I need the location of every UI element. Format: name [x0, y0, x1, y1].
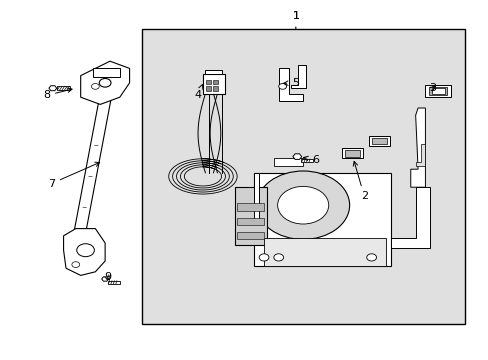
Polygon shape: [49, 86, 57, 91]
Circle shape: [256, 171, 349, 239]
Circle shape: [278, 84, 286, 89]
Polygon shape: [81, 61, 129, 104]
Text: 7: 7: [48, 162, 100, 189]
Bar: [203, 74, 224, 94]
Bar: [205, 86, 210, 91]
Text: 1: 1: [292, 11, 299, 21]
Bar: [264, 238, 386, 266]
Polygon shape: [410, 108, 425, 187]
Text: 9: 9: [104, 272, 111, 282]
Bar: [345, 150, 359, 157]
Bar: [431, 88, 444, 94]
Polygon shape: [290, 65, 305, 88]
Polygon shape: [273, 158, 303, 166]
Bar: [237, 203, 264, 211]
Bar: [213, 86, 218, 91]
Bar: [428, 87, 446, 95]
Text: 8: 8: [43, 88, 72, 100]
Circle shape: [77, 244, 94, 257]
Bar: [425, 85, 450, 97]
Polygon shape: [70, 98, 111, 255]
Bar: [300, 159, 312, 162]
Polygon shape: [292, 154, 301, 159]
Bar: [107, 281, 120, 284]
Text: 2: 2: [352, 161, 367, 201]
Circle shape: [366, 254, 376, 261]
Bar: [237, 232, 264, 239]
Circle shape: [273, 254, 283, 261]
Bar: [205, 70, 222, 74]
Bar: [142, 29, 464, 324]
Polygon shape: [390, 187, 429, 248]
Polygon shape: [254, 173, 259, 223]
Text: 5: 5: [283, 78, 299, 88]
Bar: [368, 136, 389, 146]
Circle shape: [91, 84, 99, 89]
Circle shape: [99, 78, 111, 87]
Circle shape: [259, 254, 268, 261]
Bar: [371, 138, 386, 144]
Text: 6: 6: [303, 155, 318, 165]
Text: 3: 3: [428, 83, 435, 93]
Circle shape: [277, 186, 328, 224]
Bar: [213, 80, 218, 84]
Polygon shape: [278, 68, 303, 101]
Polygon shape: [415, 144, 425, 166]
Bar: [342, 148, 362, 158]
Text: 4: 4: [194, 85, 203, 100]
Bar: [93, 68, 120, 77]
Circle shape: [72, 262, 80, 267]
Polygon shape: [102, 277, 108, 281]
Bar: [237, 218, 264, 225]
Bar: [234, 187, 266, 245]
Bar: [205, 80, 210, 84]
Polygon shape: [63, 229, 105, 275]
Text: 1: 1: [292, 11, 299, 21]
Bar: [57, 86, 70, 90]
Bar: [254, 173, 390, 266]
